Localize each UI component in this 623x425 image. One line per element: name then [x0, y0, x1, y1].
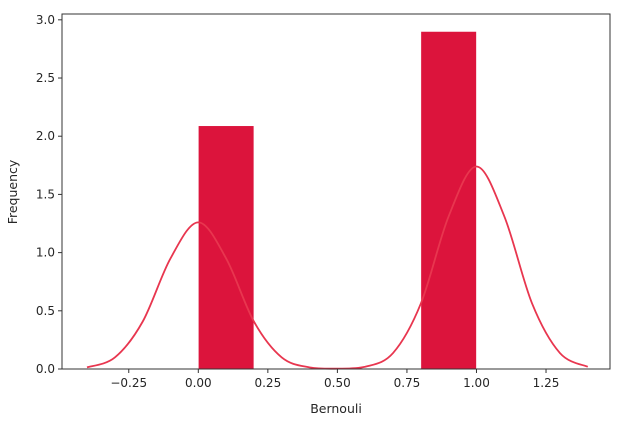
- x-tick-label: 0.50: [324, 376, 351, 390]
- y-tick-label: 0.0: [36, 362, 55, 376]
- x-tick-label: 0.25: [254, 376, 281, 390]
- x-tick-label: 1.25: [533, 376, 560, 390]
- x-axis-label: Bernouli: [310, 401, 362, 416]
- x-tick-label: 1.00: [463, 376, 490, 390]
- y-axis-label: Frequency: [5, 159, 20, 224]
- x-tick-label: 0.75: [394, 376, 421, 390]
- plot-frame: [61, 13, 611, 370]
- kde-curve: [86, 165, 589, 370]
- y-tick-label: 3.0: [36, 13, 55, 27]
- y-tick-label: 1.5: [36, 187, 55, 201]
- y-tick-label: 0.5: [36, 304, 55, 318]
- histogram-bar: [420, 31, 477, 370]
- histogram-bar: [198, 125, 255, 370]
- y-tick-label: 2.0: [36, 129, 55, 143]
- y-tick-label: 2.5: [36, 71, 55, 85]
- x-tick-label: −0.25: [110, 376, 147, 390]
- x-tick-label: 0.00: [185, 376, 212, 390]
- y-tick-label: 1.0: [36, 246, 55, 260]
